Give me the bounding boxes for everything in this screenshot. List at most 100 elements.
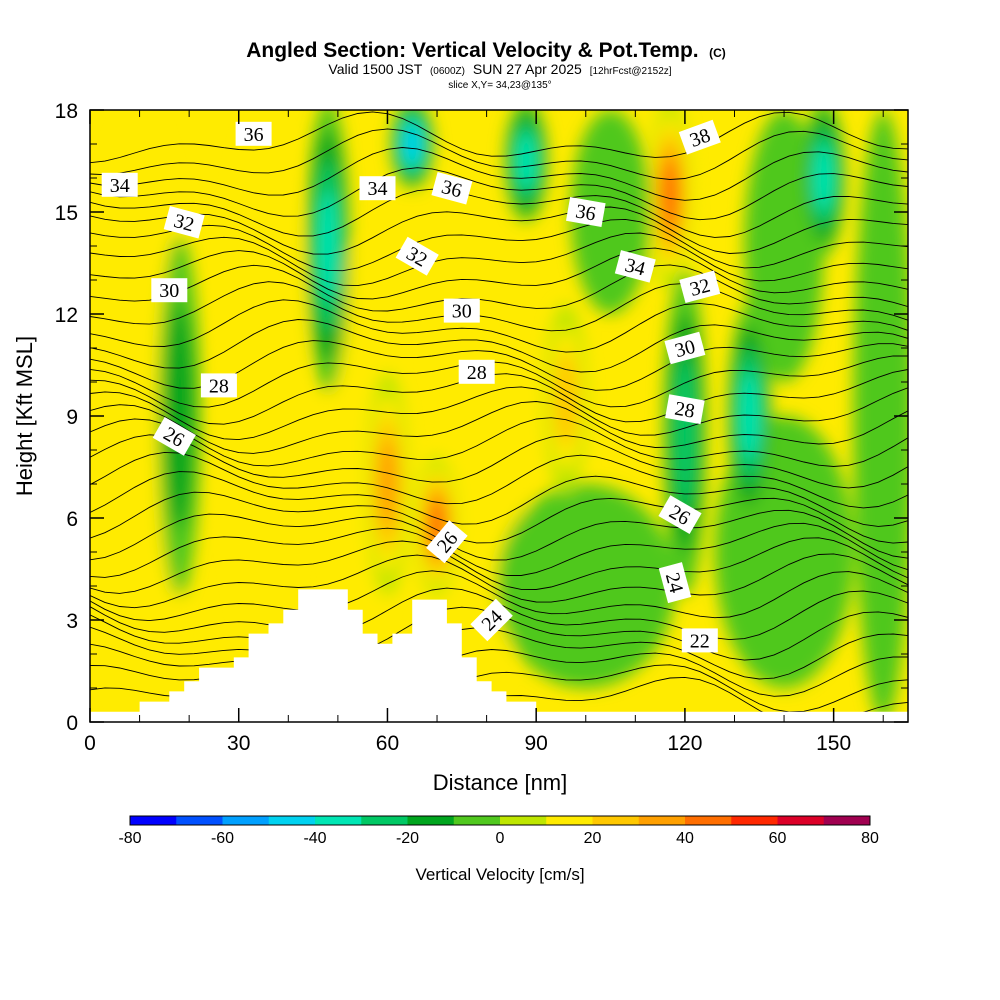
isentrope-label-bg [614,250,656,283]
x-tick-label: 0 [84,732,96,755]
isentrope-label: 30 [151,278,188,303]
isentrope-label-text: 30 [452,301,472,323]
colorbar-swatch [268,816,316,825]
colorbar-swatch [731,816,778,825]
isentrope-line [90,128,908,180]
isentrope-label: 22 [681,628,718,653]
y-tick-label: 0 [66,712,78,735]
isentrope-line [90,369,908,425]
chart-title: Angled Section: Vertical Velocity & Pot.… [246,39,698,62]
colorbar-frame [129,815,871,826]
isentrope-label: 36 [235,121,272,146]
isentrope-label-text: 28 [673,398,697,423]
colorbar-tick-label: 40 [676,830,694,847]
isentrope-line [90,417,908,467]
isentrope-line [90,319,908,373]
isentrope-line [90,264,908,312]
isentrope-label: 34 [359,176,396,201]
colorbar-tick-label: 80 [861,830,879,847]
isentrope-label-bg [679,270,721,304]
isentrope-label-bg [151,278,188,303]
isentrope-line [90,299,908,353]
isentrope-label-bg [426,520,468,564]
isentrope-line [90,509,908,561]
colorbar-swatch [222,816,270,825]
isentrope-label-bg [152,417,196,456]
colorbar-swatch [176,816,223,825]
y-tick-label: 12 [55,304,78,327]
isentrope-line [90,147,908,201]
isentrope-label: 30 [664,331,706,365]
colorbar-tick-label: -20 [396,830,419,847]
colorbar-tick-label: 60 [769,830,787,847]
isentrope-line [90,434,908,489]
isentrope-label-text: 34 [368,178,388,200]
colorbar: -80 -60 -40 -20 0 20 40 60 80 Vertical Velocity … [118,815,879,884]
chart-title-suffix: (C) [709,46,726,60]
isentrope-label-bg [678,119,721,155]
isentrope-label-text: 28 [209,375,229,397]
isentrope-label: 28 [458,359,495,384]
isentrope-label: 30 [443,298,480,323]
isentrope-label-bg [658,562,692,604]
svg-text:Valid 1500 JST (0600Z): Valid 1500 JST (0600Z) SUN 27 Apr 2025 [… [328,61,671,77]
isentrope-line [90,451,908,509]
x-tick-label: 60 [376,732,399,755]
isentrope-label-bg [664,331,706,365]
downdraft-core [739,371,760,461]
isentrope-line [90,355,908,408]
valid-prefix: Valid 1500 JST [328,61,422,77]
isentrope-line [90,206,908,255]
downdraft-core [318,190,338,302]
isentrope-line [90,537,908,594]
isentrope-label: 34 [614,250,656,283]
isentrope-label-text: 36 [574,200,598,225]
x-tick-label: 150 [816,732,851,755]
isentrope-line [90,386,908,441]
isentrope-label: 28 [200,373,237,398]
x-axis: 0 30 60 90 120 150 [84,110,884,755]
isentrope-label: 34 [101,172,138,197]
isentrope-label-text: 28 [467,362,487,384]
colorbar-swatch [315,816,362,825]
velocity-region [853,110,908,722]
isentrope-label-bg [395,236,439,276]
slice-label: slice X,Y= 34,23@135° [448,80,551,91]
colorbar-tick-label: -40 [303,830,326,847]
isentrope-label-bg [443,298,480,323]
isentrope-line [90,491,908,544]
downdraft-core [403,124,421,164]
y-tick-label: 6 [66,508,78,531]
isentrope-line [90,401,908,454]
isentrope-line [90,247,908,300]
isentrope-label: 32 [679,270,721,304]
isentrope-label-bg [658,495,702,534]
colorbar-swatch [638,816,686,825]
terrain [90,589,908,722]
updraft-core [554,352,578,446]
svg-text:Angled Section: Vertical Veloc: Angled Section: Vertical Velocity & Pot.… [246,39,726,62]
isentrope-line [90,553,908,609]
isentrope-label-bg [200,373,237,398]
colorbar-swatches [130,816,871,825]
isentrope-label-bg [359,176,396,201]
colorbar-tick-label: -80 [118,830,141,847]
colorbar-tick-label: 0 [496,830,505,847]
colorbar-swatch [777,816,825,825]
isentrope-label-text: 34 [110,175,130,197]
colorbar-swatch [500,816,547,825]
valid-utc: (0600Z) [430,66,465,77]
colorbar-label: Vertical Velocity [cm/s] [415,865,584,884]
isentrope-label-bg [665,394,705,425]
x-tick-label: 30 [227,732,250,755]
downdraft-core [516,133,537,189]
isentrope-label-bg [163,205,205,239]
isentrope-line [90,471,908,527]
updraft-core [377,439,398,529]
isentrope-line [90,643,908,697]
x-tick-label: 120 [667,732,702,755]
isentrope-line [90,111,908,164]
isentrope-line [90,281,908,332]
